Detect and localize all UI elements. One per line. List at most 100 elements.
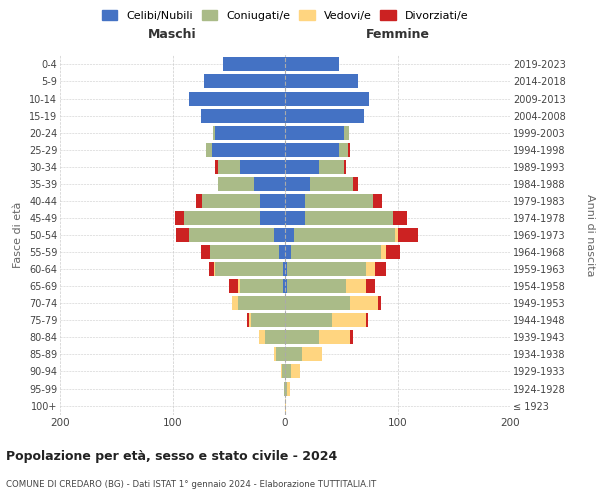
Bar [332, 314, 366, 328]
Bar [285, 279, 287, 293]
Bar [202, 194, 260, 208]
Bar [283, 279, 285, 293]
Bar [285, 296, 350, 310]
Bar [251, 314, 285, 328]
Bar [215, 160, 218, 173]
Bar [339, 142, 348, 156]
Bar [196, 194, 202, 208]
Bar [287, 262, 366, 276]
Bar [285, 364, 290, 378]
Bar [319, 330, 350, 344]
Bar [305, 194, 373, 208]
Text: Maschi: Maschi [148, 28, 197, 40]
Bar [346, 279, 366, 293]
Bar [366, 279, 375, 293]
Bar [285, 330, 319, 344]
Bar [285, 108, 364, 122]
Bar [232, 296, 238, 310]
Bar [209, 262, 214, 276]
Bar [395, 228, 398, 242]
Bar [287, 382, 290, 396]
Bar [393, 211, 407, 225]
Bar [260, 211, 285, 225]
Bar [206, 142, 212, 156]
Bar [305, 211, 393, 225]
Bar [215, 262, 283, 276]
Bar [343, 126, 349, 140]
Bar [276, 348, 285, 362]
Bar [176, 228, 190, 242]
Bar [375, 262, 386, 276]
Bar [285, 58, 339, 71]
Bar [285, 177, 310, 191]
Bar [200, 245, 209, 259]
Bar [285, 74, 358, 88]
Text: Popolazione per età, sesso e stato civile - 2024: Popolazione per età, sesso e stato civil… [6, 450, 337, 463]
Bar [265, 330, 285, 344]
Bar [214, 262, 215, 276]
Bar [260, 194, 285, 208]
Bar [280, 245, 285, 259]
Bar [285, 228, 294, 242]
Bar [350, 296, 379, 310]
Bar [223, 58, 285, 71]
Bar [379, 296, 380, 310]
Bar [212, 142, 285, 156]
Bar [218, 160, 240, 173]
Bar [319, 160, 343, 173]
Bar [285, 382, 287, 396]
Bar [302, 348, 322, 362]
Bar [283, 262, 285, 276]
Bar [294, 228, 395, 242]
Bar [274, 228, 285, 242]
Bar [285, 142, 339, 156]
Bar [259, 330, 265, 344]
Bar [209, 245, 280, 259]
Bar [238, 296, 285, 310]
Bar [285, 92, 370, 106]
Bar [204, 74, 285, 88]
Bar [274, 348, 276, 362]
Bar [215, 126, 285, 140]
Text: Femmine: Femmine [365, 28, 430, 40]
Bar [366, 314, 368, 328]
Bar [249, 314, 251, 328]
Bar [310, 177, 353, 191]
Bar [285, 245, 290, 259]
Bar [175, 211, 184, 225]
Bar [240, 279, 283, 293]
Bar [366, 262, 375, 276]
Bar [290, 364, 299, 378]
Bar [200, 108, 285, 122]
Y-axis label: Fasce di età: Fasce di età [13, 202, 23, 268]
Bar [373, 194, 382, 208]
Bar [398, 228, 418, 242]
Bar [285, 348, 302, 362]
Bar [285, 211, 305, 225]
Legend: Celibi/Nubili, Coniugati/e, Vedovi/e, Divorziati/e: Celibi/Nubili, Coniugati/e, Vedovi/e, Di… [102, 10, 468, 20]
Text: COMUNE DI CREDARO (BG) - Dati ISTAT 1° gennaio 2024 - Elaborazione TUTTITALIA.IT: COMUNE DI CREDARO (BG) - Dati ISTAT 1° g… [6, 480, 376, 489]
Bar [190, 228, 274, 242]
Bar [285, 314, 332, 328]
Bar [229, 279, 238, 293]
Y-axis label: Anni di nascita: Anni di nascita [585, 194, 595, 276]
Bar [348, 142, 350, 156]
Bar [285, 160, 319, 173]
Bar [287, 279, 346, 293]
Bar [184, 211, 260, 225]
Bar [380, 245, 386, 259]
Bar [290, 245, 380, 259]
Bar [218, 177, 254, 191]
Bar [285, 262, 287, 276]
Bar [343, 160, 346, 173]
Bar [350, 330, 353, 344]
Bar [240, 160, 285, 173]
Bar [285, 194, 305, 208]
Bar [284, 382, 285, 396]
Bar [386, 245, 400, 259]
Bar [353, 177, 358, 191]
Bar [285, 398, 286, 412]
Bar [285, 126, 343, 140]
Bar [247, 314, 249, 328]
Bar [254, 177, 285, 191]
